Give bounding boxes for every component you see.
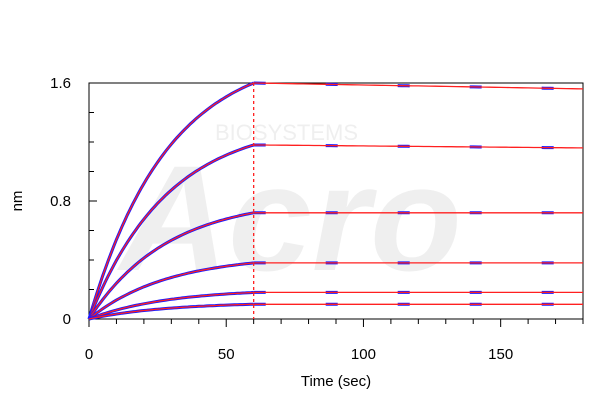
series-2 — [87, 143, 583, 320]
fit-dissociation-curve — [253, 144, 583, 149]
watermark: BIOSYSTEMS Acro — [116, 120, 462, 302]
y-axis-title: nm — [9, 191, 26, 212]
series-3 — [87, 211, 583, 320]
series-1 — [87, 81, 584, 320]
series-layer — [87, 81, 584, 321]
fit-association-curve — [88, 212, 254, 320]
fit-association-curve — [88, 144, 254, 320]
fit-association-curve — [88, 262, 254, 320]
series-4 — [88, 261, 583, 321]
series-6 — [88, 302, 583, 321]
y-axis: 0 0.8 1.6 — [50, 75, 97, 328]
watermark-small-text: BIOSYSTEMS — [215, 120, 358, 145]
watermark-large-text: Acro — [116, 134, 462, 302]
x-tick-label: 100 — [351, 346, 376, 363]
fit-association-curve — [88, 303, 254, 320]
y-tick-label: 1.6 — [50, 75, 71, 92]
y-tick-label: 0 — [63, 311, 71, 328]
y-tick-label: 0.8 — [50, 193, 71, 210]
fit-association-curve — [88, 82, 254, 320]
x-tick-label: 150 — [488, 346, 513, 363]
x-tick-label: 0 — [85, 346, 93, 363]
fit-association-curve — [88, 291, 254, 320]
fit-dissociation-curve — [253, 82, 584, 90]
x-axis: 0 50 100 150 — [85, 319, 584, 363]
x-axis-title: Time (sec) — [301, 373, 371, 390]
series-5 — [88, 290, 583, 321]
x-tick-label: 50 — [218, 346, 235, 363]
